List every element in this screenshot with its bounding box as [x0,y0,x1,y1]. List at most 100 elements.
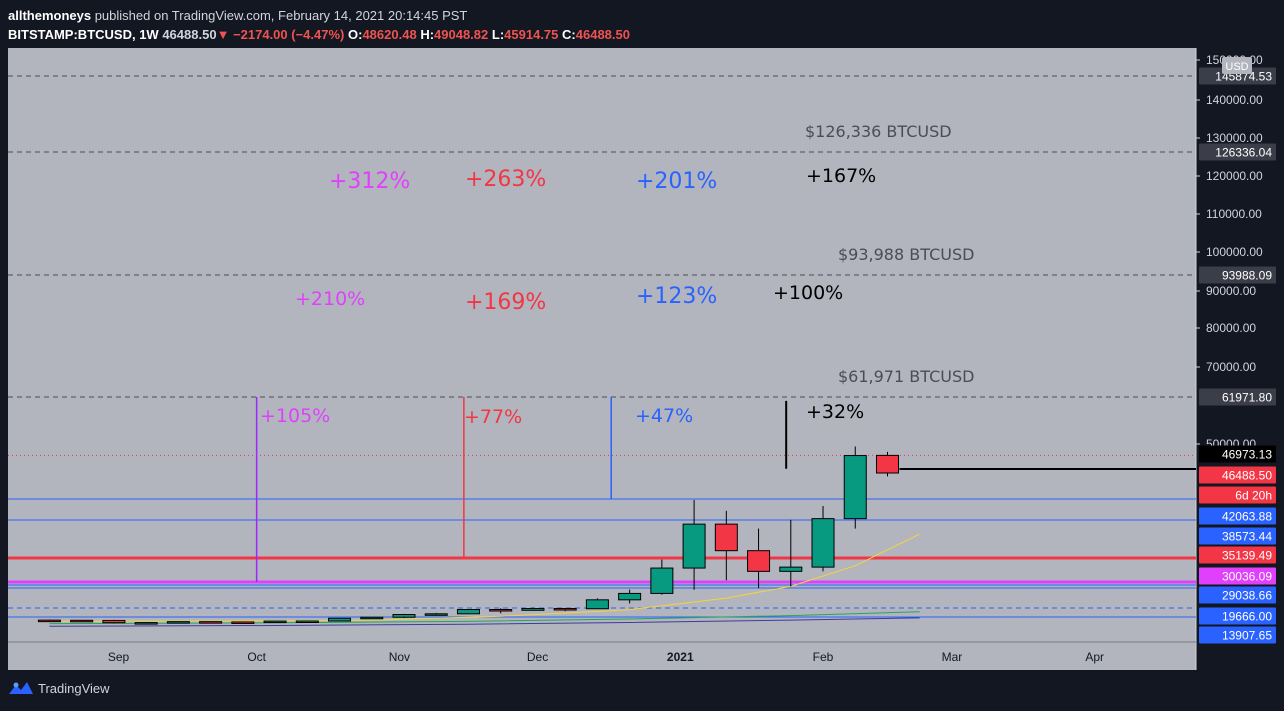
low-value: 45914.75 [504,27,559,42]
high-label: H: [420,27,435,42]
price-scale-label[interactable]: 46488.50 [1222,469,1272,483]
price-scale-label-bg [1199,445,1276,463]
candle[interactable] [392,614,416,618]
price-scale-label-bg [1199,546,1276,564]
candle[interactable] [875,454,899,474]
price-scale-label[interactable]: 19666.00 [1222,610,1272,624]
x-tick-label: Sep [108,650,130,664]
percent-label: +123% [636,284,717,309]
target-label: $126,336 BTCUSD [805,122,952,141]
price-scale-label[interactable]: 6d 20h [1235,489,1272,503]
publish-line: allthemoneys published on TradingView.co… [8,6,630,25]
candle[interactable] [585,599,609,610]
footer: TradingView [8,680,110,696]
price-scale-label-bg [1199,607,1276,625]
candle[interactable] [843,455,867,520]
candle[interactable] [747,550,771,572]
price-scale-label[interactable]: 13907.65 [1222,629,1272,643]
percent-label: +263% [465,167,546,192]
symbol-label[interactable]: BITSTAMP:BTCUSD, 1W [8,27,159,42]
chart-header: allthemoneys published on TradingView.co… [8,6,630,44]
percent-label: +32% [806,401,864,423]
candle[interactable] [553,607,577,611]
price-scale-label-bg [1199,507,1276,525]
percent-label: +105% [260,405,330,427]
candle[interactable] [134,622,158,625]
y-tick-label: 120000.00 [1206,169,1263,183]
price-scale-label-bg [1199,67,1276,85]
price-scale-label[interactable]: 29038.66 [1222,589,1272,603]
price-scale-label-bg [1199,626,1276,644]
high-value: 49048.82 [434,27,489,42]
percent-label: +169% [465,290,546,315]
author-name[interactable]: allthemoneys [8,8,92,23]
x-tick-label: Feb [813,650,834,664]
percent-label: +47% [635,405,693,427]
x-tick-label: Apr [1085,650,1104,664]
candle[interactable] [811,518,835,568]
y-tick-label: 70000.00 [1206,360,1256,374]
down-arrow-icon: ▼ [216,27,230,42]
x-tick-label: Oct [247,650,266,664]
percent-label: +312% [329,169,410,194]
price-scale-label[interactable]: 38573.44 [1222,530,1272,544]
candle[interactable] [489,609,513,612]
candle[interactable] [779,566,803,572]
price-scale-label-bg [1199,486,1276,504]
price-scale-label[interactable]: 93988.09 [1222,269,1272,283]
candle[interactable] [295,620,319,623]
candle[interactable] [70,619,94,623]
price-scale-label-bg [1199,266,1276,284]
price-scale-label[interactable]: 61971.80 [1222,391,1272,405]
candle[interactable] [360,616,384,620]
candle[interactable] [199,621,223,624]
candle[interactable] [618,592,642,601]
x-tick-label: Nov [389,650,410,664]
brand-name[interactable]: TradingView [38,680,110,696]
y-tick-label: 140000.00 [1206,93,1263,107]
price-scale-label[interactable]: 126336.04 [1215,146,1272,160]
price-scale-label[interactable]: 46973.13 [1222,448,1272,462]
y-tick-label: 130000.00 [1206,131,1263,145]
candle[interactable] [521,607,545,611]
price-scale-label[interactable]: 42063.88 [1222,510,1272,524]
plot-area[interactable] [8,48,1196,670]
candle[interactable] [424,613,448,616]
moving-average-slow[interactable] [49,617,920,627]
target-label: $61,971 BTCUSD [838,367,974,386]
percent-label: +210% [295,288,365,310]
percent-label: +77% [464,406,522,428]
open-value: 48620.48 [362,27,417,42]
x-tick-label: 2021 [667,650,694,664]
candle[interactable] [650,567,674,594]
tradingview-logo-icon[interactable] [8,680,34,696]
candle[interactable] [682,523,706,569]
y-tick-label: 80000.00 [1206,321,1256,335]
candle[interactable] [166,621,190,624]
currency-badge-bg [1222,57,1252,74]
publish-info: published on TradingView.com, February 1… [91,8,468,23]
price-scale-label[interactable]: 35139.49 [1222,549,1272,563]
candle[interactable] [456,609,480,615]
price-scale-label-bg [1199,586,1276,604]
y-tick-label: 100000.00 [1206,245,1263,259]
target-label: $93,988 BTCUSD [838,245,974,264]
candle[interactable] [102,619,126,624]
price-scale-label[interactable]: 30036.09 [1222,570,1272,584]
x-tick-label: Mar [942,650,963,664]
price-scale-label-bg [1199,388,1276,406]
ohlc-line: BITSTAMP:BTCUSD, 1W 46488.50▼ −2174.00 (… [8,25,630,44]
candle[interactable] [263,620,287,624]
candle[interactable] [231,621,255,624]
candle[interactable] [714,523,738,552]
candle[interactable] [328,617,352,622]
price-change: −2174.00 (−4.47%) [233,27,345,42]
price-scale-label-bg [1199,143,1276,161]
y-tick-label: 110000.00 [1206,207,1262,221]
price-scale-label-bg [1199,527,1276,545]
candle[interactable] [37,619,61,623]
percent-label: +100% [773,282,843,304]
x-tick-label: Dec [527,650,548,664]
currency-badge[interactable]: USD [1225,61,1248,73]
